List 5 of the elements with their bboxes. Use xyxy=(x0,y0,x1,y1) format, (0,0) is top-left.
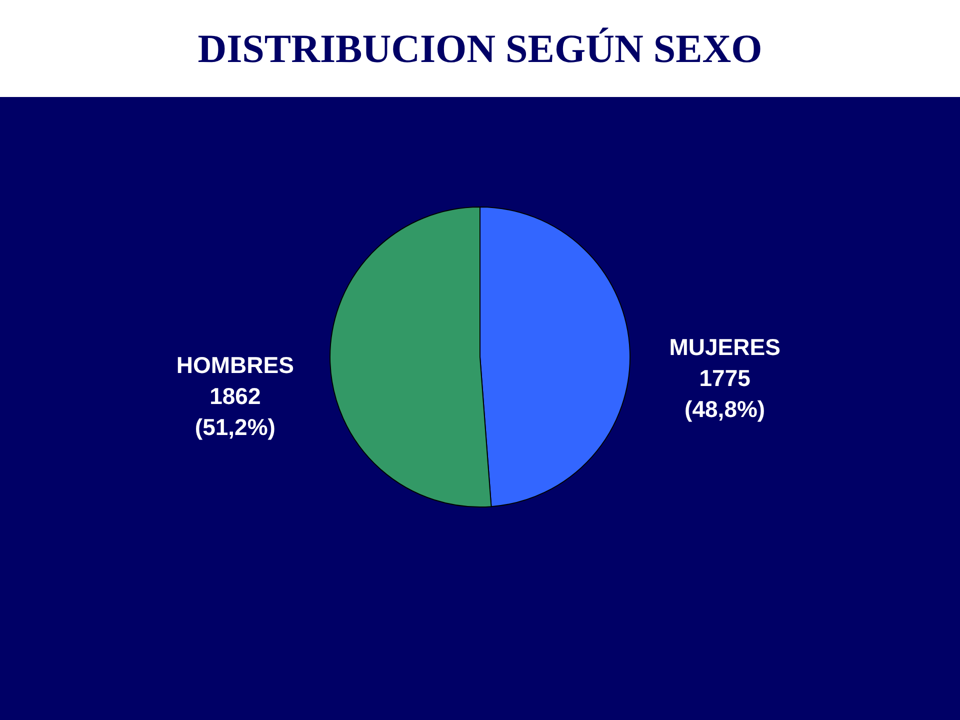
slice-label: HOMBRES xyxy=(176,352,294,378)
chart-title: DISTRIBUCION SEGÚN SEXO xyxy=(198,25,762,72)
data-label: 1862 (51,2%) xyxy=(194,383,276,440)
data-label: 1775 (48,8%) xyxy=(684,364,766,422)
slice-label: MUJERES xyxy=(669,334,780,360)
